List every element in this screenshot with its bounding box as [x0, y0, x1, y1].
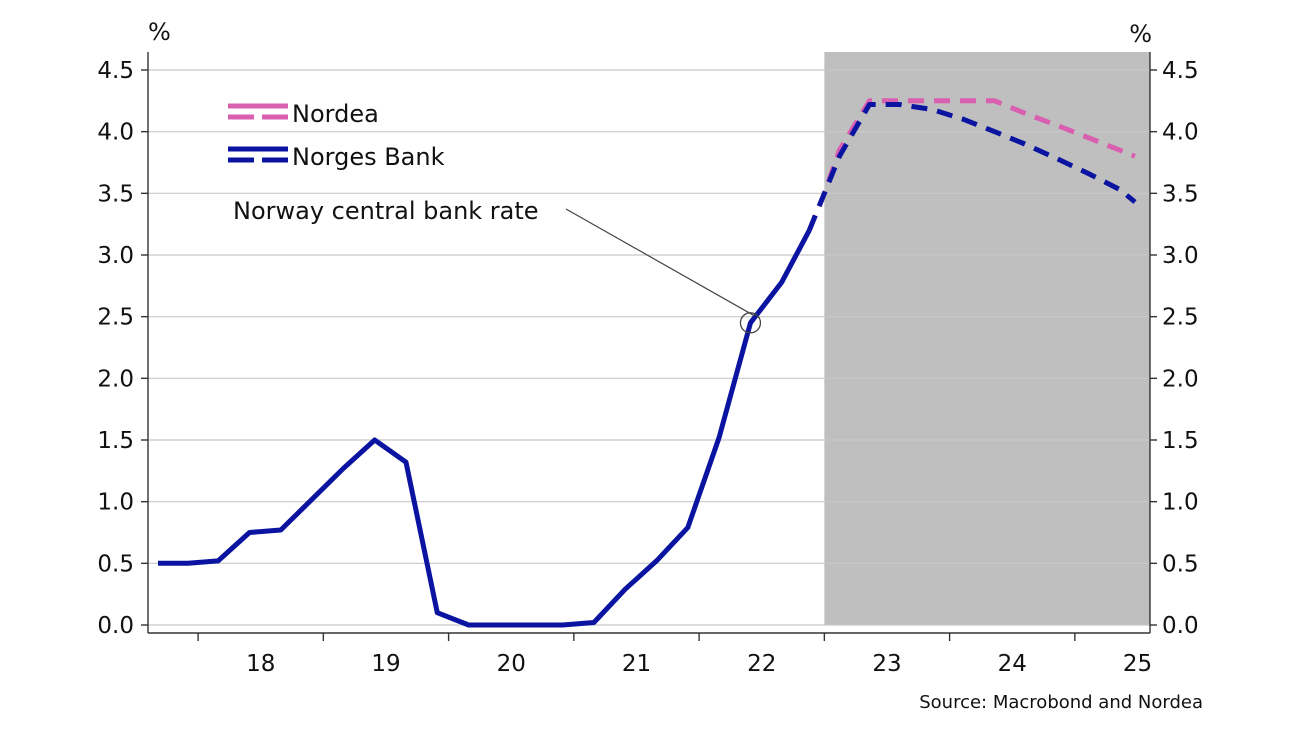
- annotation-leader-line: [565, 208, 755, 317]
- y-tick-label-right: 3.0: [1162, 243, 1199, 269]
- series-lines: [158, 98, 1137, 628]
- x-tick-label: 25: [1123, 651, 1152, 677]
- legend-label-norges-bank: Norges Bank: [292, 143, 445, 171]
- y-tick-label-left: 3.5: [97, 181, 134, 207]
- annotation: Norway central bank rate: [233, 197, 762, 334]
- y-tick-label-left: 2.5: [97, 305, 134, 331]
- y-tick-label-left: 0.5: [97, 551, 134, 577]
- y-tick-label-right: 2.5: [1162, 305, 1199, 331]
- y-tick-label-right: 0.0: [1162, 613, 1199, 639]
- x-tick-label: 24: [998, 651, 1027, 677]
- legend-item-nordea: Nordea: [228, 100, 379, 128]
- legend: Nordea Norges Bank: [228, 100, 445, 171]
- x-tick-label: 18: [246, 651, 275, 677]
- y-tick-label-left: 1.0: [97, 490, 134, 516]
- legend-label-nordea: Nordea: [292, 100, 379, 128]
- forecast-shading: [824, 52, 1150, 625]
- y-tick-label-right: 3.5: [1162, 181, 1199, 207]
- x-tick-label: 21: [622, 651, 651, 677]
- right-y-axis-ticks: 0.0 0.5 1.0 1.5 2.0 2.5 3.0 3.5 4.0 4.5: [1150, 58, 1199, 639]
- y-tick-label-right: 2.0: [1162, 366, 1199, 392]
- y-tick-label-left: 1.5: [97, 428, 134, 454]
- series-line-norges-bank-forecast: [806, 102, 1137, 232]
- grid-lines: [148, 69, 1150, 626]
- x-tick-label: 22: [747, 651, 776, 677]
- series-line-norges-bank: [158, 229, 812, 628]
- annotation-marker: [739, 312, 762, 334]
- left-axis-unit: %: [148, 18, 171, 46]
- y-tick-label-right: 0.5: [1162, 551, 1199, 577]
- y-tick-label-left: 4.0: [97, 120, 134, 146]
- x-tick-label: 20: [497, 651, 526, 677]
- y-tick-label-left: 4.5: [97, 58, 134, 84]
- y-tick-label-right: 4.5: [1162, 58, 1199, 84]
- x-tick-label: 23: [872, 651, 901, 677]
- annotation-label: Norway central bank rate: [233, 197, 539, 225]
- y-tick-label-right: 4.0: [1162, 120, 1199, 146]
- x-axis-ticks: 18 19 20 21 22 23 24 25: [197, 633, 1152, 677]
- y-tick-label-left: 2.0: [97, 366, 134, 392]
- y-tick-label-left: 0.0: [97, 613, 134, 639]
- y-tick-label-right: 1.0: [1162, 490, 1199, 516]
- right-axis-unit: %: [1129, 20, 1152, 48]
- left-y-axis-ticks: 0.0 0.5 1.0 1.5 2.0 2.5 3.0 3.5 4.0 4.5: [97, 58, 148, 639]
- axes: [147, 52, 1151, 634]
- y-tick-label-left: 3.0: [97, 243, 134, 269]
- series-line-nordea: [806, 98, 1136, 232]
- x-tick-label: 19: [371, 651, 400, 677]
- legend-item-norges-bank: Norges Bank: [228, 143, 445, 171]
- y-tick-label-right: 1.5: [1162, 428, 1199, 454]
- source-note: Source: Macrobond and Nordea: [919, 692, 1203, 713]
